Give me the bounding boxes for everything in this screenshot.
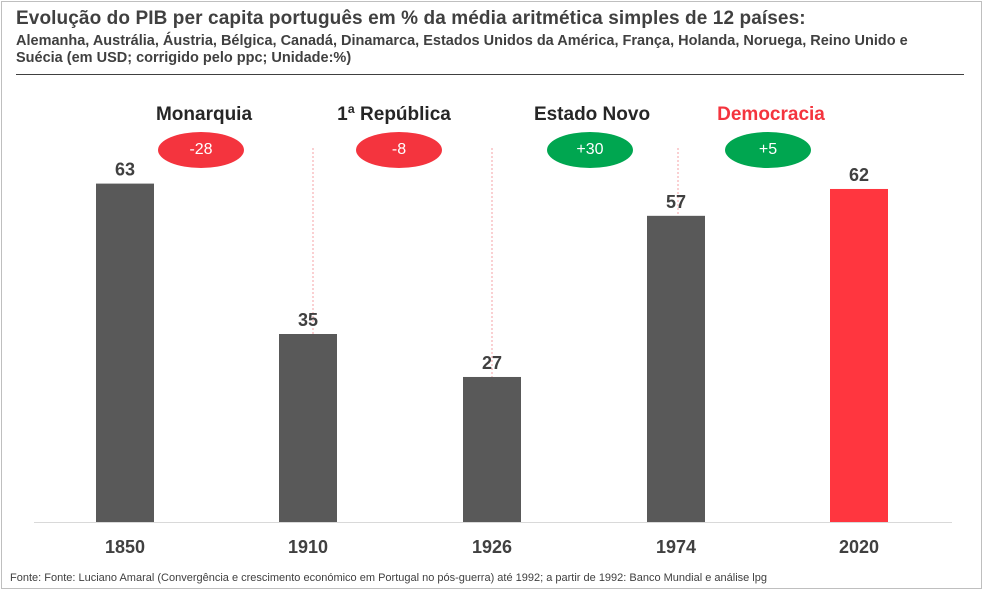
period-change-badge-democracia: +5 xyxy=(725,132,811,168)
period-label-monarquia: Monarquia xyxy=(155,104,253,125)
x-tick-label-1910: 1910 xyxy=(288,537,328,557)
period-label-democracia: Democracia xyxy=(717,104,825,125)
title-divider xyxy=(16,74,964,75)
period-change-badge-monarquia: -28 xyxy=(158,132,244,168)
x-tick-label-1926: 1926 xyxy=(472,537,512,557)
data-label-1926: 27 xyxy=(482,353,502,373)
x-tick-label-2020: 2020 xyxy=(839,537,879,557)
x-tick-label-1850: 1850 xyxy=(105,537,145,557)
data-label-1910: 35 xyxy=(298,310,318,330)
chart-subtitle: Alemanha, Austrália, Áustria, Bélgica, C… xyxy=(16,33,908,66)
bar-1850 xyxy=(96,183,154,522)
period-label-estado-novo: Estado Novo xyxy=(533,104,651,125)
period-label-primeira-republica: 1ª República xyxy=(337,104,451,125)
period-change-badge-primeira-republica: -8 xyxy=(356,132,442,168)
bar-1910 xyxy=(279,334,337,522)
source-note: Fonte: Fonte: Luciano Amaral (Convergênc… xyxy=(10,572,767,584)
data-label-1974: 57 xyxy=(666,192,686,212)
data-label-2020: 62 xyxy=(849,165,869,185)
period-change-badge-estado-novo: +30 xyxy=(547,132,633,168)
bar-1926 xyxy=(463,376,521,522)
x-tick-label-1974: 1974 xyxy=(656,537,696,557)
data-label-1850: 63 xyxy=(115,160,135,180)
bar-2020 xyxy=(830,188,888,522)
chart-title: Evolução do PIB per capita português em … xyxy=(16,8,806,29)
bar-1974 xyxy=(647,215,705,523)
